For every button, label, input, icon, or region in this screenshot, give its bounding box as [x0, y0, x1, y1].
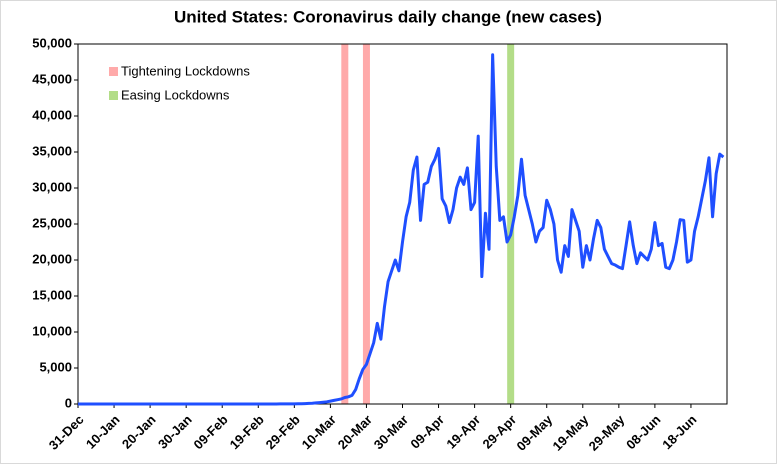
lockdown-band: [507, 44, 515, 404]
y-tick-label: 30,000: [32, 179, 72, 194]
y-tick-label: 10,000: [32, 323, 72, 338]
legend-label: Easing Lockdowns: [121, 87, 230, 102]
y-tick-label: 5,000: [39, 359, 72, 374]
y-tick-label: 40,000: [32, 107, 72, 122]
y-tick-label: 0: [65, 395, 72, 410]
y-tick-label: 35,000: [32, 143, 72, 158]
chart-title: United States: Coronavirus daily change …: [174, 7, 602, 26]
legend-swatch: [109, 67, 118, 76]
y-tick-label: 45,000: [32, 71, 72, 86]
legend-label: Tightening Lockdowns: [121, 63, 250, 78]
y-tick-label: 15,000: [32, 287, 72, 302]
y-tick-label: 25,000: [32, 215, 72, 230]
lockdown-band: [341, 44, 349, 404]
data-line: [78, 53, 725, 406]
lockdown-band: [362, 44, 370, 404]
legend-swatch: [109, 91, 118, 100]
y-tick-label: 50,000: [32, 35, 72, 50]
y-tick-label: 20,000: [32, 251, 72, 266]
